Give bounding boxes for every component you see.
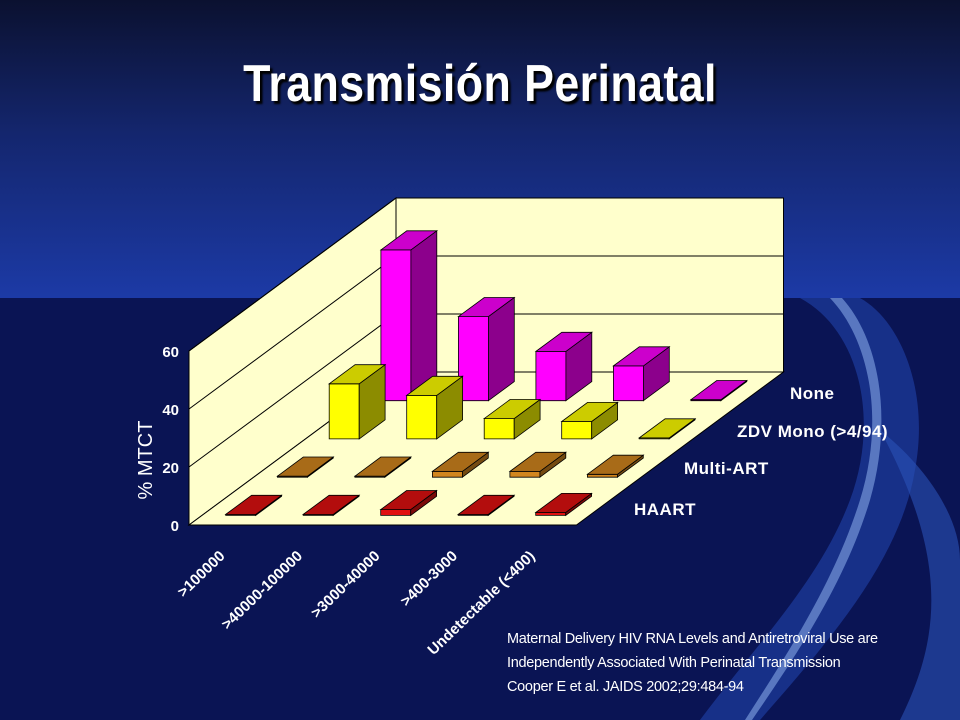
bar xyxy=(327,363,387,440)
bar-top xyxy=(276,456,335,477)
bar-front xyxy=(509,470,541,478)
bar-top xyxy=(637,418,697,439)
series-label: ZDV Mono (>4/94) xyxy=(737,422,888,441)
bar xyxy=(586,454,645,478)
bar xyxy=(689,379,749,402)
y-tick-label: 20 xyxy=(162,460,179,477)
bar xyxy=(405,375,464,440)
bar-top xyxy=(534,492,593,513)
bar-top xyxy=(689,380,749,401)
bar-top xyxy=(327,364,387,385)
series-label: HAART xyxy=(634,500,696,519)
bar-front xyxy=(380,509,412,516)
x-tick-label: >40000-100000 xyxy=(218,548,306,634)
chart-bars xyxy=(224,230,749,517)
bar xyxy=(508,451,568,478)
bar-front xyxy=(535,512,567,516)
bar xyxy=(379,489,438,517)
bar xyxy=(456,494,516,517)
series-label: Multi-ART xyxy=(684,459,769,478)
bar-side xyxy=(410,230,438,402)
bar-top xyxy=(457,297,516,318)
bar-front xyxy=(328,383,360,440)
bar-top xyxy=(612,346,671,367)
gridline xyxy=(188,197,784,352)
y-tick-label: 0 xyxy=(171,518,179,535)
floor xyxy=(187,371,786,526)
citation-line-1: Maternal Delivery HIV RNA Levels and Ant… xyxy=(507,631,878,647)
bar xyxy=(457,296,516,402)
bar-top xyxy=(456,494,516,515)
bar-front xyxy=(431,470,463,478)
bar-top xyxy=(482,399,542,420)
bar xyxy=(482,398,542,440)
x-tick-label: >400-3000 xyxy=(397,548,461,610)
bar-top xyxy=(353,456,413,477)
bar xyxy=(353,456,413,478)
bar-front xyxy=(483,418,515,440)
citation-line-3: Cooper E et al. JAIDS 2002;29:484-94 xyxy=(507,679,744,695)
bar xyxy=(612,346,671,402)
slide-title: Transmisión Perinatal xyxy=(243,55,717,113)
bar xyxy=(379,230,439,402)
bar xyxy=(431,451,490,478)
bar-front xyxy=(613,365,644,402)
bar-top xyxy=(379,490,438,511)
bar-front xyxy=(406,394,438,440)
bar-top xyxy=(301,494,361,515)
x-tick-label: >100000 xyxy=(174,548,228,601)
bar-front xyxy=(561,421,593,440)
y-tick-label: 40 xyxy=(162,402,179,419)
y-axis-title: % MTCT xyxy=(135,421,157,500)
bar-top xyxy=(534,331,594,352)
bar xyxy=(276,456,335,478)
series-label: None xyxy=(790,384,835,403)
bar xyxy=(301,494,361,517)
bar-front xyxy=(587,473,618,478)
bar-top xyxy=(586,454,645,475)
bar-top xyxy=(560,401,619,422)
bar-top xyxy=(224,494,283,515)
series-labels: HAART Multi-ART ZDV Mono (>4/94) None xyxy=(634,384,888,519)
citation-line-2: Independently Associated With Perinatal … xyxy=(507,655,841,671)
bar-top xyxy=(379,230,439,251)
bar xyxy=(637,418,697,440)
y-tick-label: 60 xyxy=(162,344,179,361)
bar xyxy=(534,492,593,517)
x-axis-labels: >100000>40000-100000 >3000-40000 >400-3000… xyxy=(174,548,538,659)
bar-top xyxy=(508,451,568,472)
bar xyxy=(534,331,594,402)
bar xyxy=(224,494,283,517)
bar-front xyxy=(535,350,567,402)
bar-top xyxy=(405,375,464,396)
bar xyxy=(560,401,619,440)
x-tick-label: >3000-40000 xyxy=(308,548,384,622)
bar-top xyxy=(431,451,490,472)
